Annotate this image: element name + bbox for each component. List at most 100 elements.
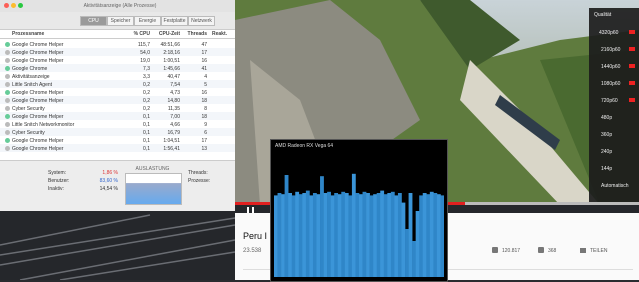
gpu-usage-bar: [412, 241, 416, 277]
tab[interactable]: Energie: [134, 16, 161, 26]
gpu-usage-bar: [398, 193, 402, 277]
process-cell[interactable]: Little Snitch Networkmonitor: [12, 122, 74, 128]
gpu-usage-bar: [278, 193, 282, 277]
quality-option[interactable]: 4320p60: [599, 30, 618, 36]
gpu-usage-bar: [306, 191, 310, 277]
like-count[interactable]: 120.817: [502, 248, 520, 254]
process-icon: [5, 58, 10, 63]
quality-option[interactable]: 360p: [601, 132, 612, 138]
gpu-usage-bar: [423, 193, 427, 277]
process-cell: 17: [177, 50, 207, 56]
gpu-graph: [274, 157, 444, 277]
quality-option[interactable]: 1440p60: [601, 64, 620, 70]
process-cell: 0,2: [120, 90, 150, 96]
menu-title: Qualität: [594, 12, 611, 18]
process-cell[interactable]: Little Snitch Agent: [12, 82, 52, 88]
gpu-usage-bar: [288, 193, 292, 277]
dislike-icon[interactable]: [538, 247, 544, 253]
share-icon[interactable]: [580, 248, 586, 253]
stat-value: 1,86 %: [88, 170, 118, 176]
process-icon: [5, 146, 10, 151]
column-header: Reakt.: [212, 31, 227, 37]
process-cell: 0,1: [120, 138, 150, 144]
gpu-usage-bar: [419, 195, 423, 277]
tab[interactable]: Netzwerk: [188, 16, 215, 26]
process-cell[interactable]: Google Chrome Helper: [12, 138, 63, 144]
tab[interactable]: CPU: [80, 16, 107, 26]
gpu-usage-bar: [355, 193, 359, 277]
gpu-usage-bar: [334, 193, 338, 277]
process-icon: [5, 114, 10, 119]
gpu-usage-bar: [359, 194, 363, 277]
quality-option[interactable]: 1080p60: [601, 81, 620, 87]
process-cell: 0,1: [120, 114, 150, 120]
gpu-usage-bar: [437, 194, 441, 277]
column-header: CPU-Zeit: [150, 31, 180, 37]
gpu-usage-bar: [274, 195, 278, 277]
quality-option[interactable]: 240p: [601, 149, 612, 155]
dislike-count[interactable]: 368: [548, 248, 556, 254]
process-cell[interactable]: Google Chrome Helper: [12, 98, 63, 104]
process-cell[interactable]: Google Chrome Helper: [12, 114, 63, 120]
window-button[interactable]: [11, 3, 16, 8]
like-icon[interactable]: [492, 247, 498, 253]
process-cell: 18: [177, 98, 207, 104]
gpu-usage-bar: [292, 195, 296, 277]
quality-option[interactable]: Automatisch: [601, 183, 629, 189]
window-button[interactable]: [4, 3, 9, 8]
process-cell[interactable]: Google Chrome Helper: [12, 42, 63, 48]
hd-badge: [629, 30, 635, 34]
quality-option[interactable]: 480p: [601, 115, 612, 121]
gpu-usage-bar: [327, 192, 331, 277]
process-cell: 4,66: [150, 122, 180, 128]
gpu-usage-bar: [341, 192, 345, 277]
gpu-usage-bar: [317, 194, 321, 277]
side-label: Prozesse:: [188, 178, 210, 184]
window-button[interactable]: [18, 3, 23, 8]
process-cell: 41: [177, 66, 207, 72]
process-cell[interactable]: Google Chrome Helper: [12, 50, 63, 56]
gpu-usage-bar: [440, 195, 444, 277]
gpu-usage-bar: [295, 192, 299, 277]
gpu-usage-bar: [338, 194, 342, 277]
process-cell: 17: [177, 138, 207, 144]
quality-option[interactable]: 2160p60: [601, 47, 620, 53]
gpu-usage-bar: [309, 195, 313, 277]
hd-badge: [629, 98, 635, 102]
hd-badge: [629, 64, 635, 68]
process-icon: [5, 90, 10, 95]
process-cell: 9: [177, 122, 207, 128]
gpu-usage-bar: [285, 175, 289, 277]
column-header: % CPU: [120, 31, 150, 37]
tab[interactable]: Festplatte: [161, 16, 188, 26]
process-cell: 5: [177, 82, 207, 88]
gpu-usage-bar: [384, 194, 388, 277]
process-cell[interactable]: Aktivitätsanzeige: [12, 74, 50, 80]
process-icon: [5, 130, 10, 135]
process-cell: 3,3: [120, 74, 150, 80]
gpu-title: AMD Radeon RX Vega 64: [275, 143, 333, 149]
tab[interactable]: Speicher: [107, 16, 134, 26]
gpu-usage-bar: [373, 194, 377, 277]
gpu-usage-bar: [433, 193, 437, 277]
share-label[interactable]: TEILEN: [590, 248, 608, 254]
view-count: 23.538: [243, 248, 261, 254]
process-cell[interactable]: Google Chrome: [12, 66, 47, 72]
process-cell[interactable]: Google Chrome Helper: [12, 90, 63, 96]
gpu-usage-bar: [426, 194, 430, 277]
process-cell: 54,0: [120, 50, 150, 56]
process-cell[interactable]: Google Chrome Helper: [12, 58, 63, 64]
quality-option[interactable]: 720p60: [601, 98, 618, 104]
process-cell[interactable]: Cyber Security: [12, 106, 45, 112]
stat-label: Benutzer:: [48, 178, 69, 184]
process-cell: 8: [177, 106, 207, 112]
gpu-usage-bar: [345, 193, 349, 277]
process-cell: 7,3: [120, 66, 150, 72]
process-cell[interactable]: Cyber Security: [12, 130, 45, 136]
process-cell[interactable]: Google Chrome Helper: [12, 146, 63, 152]
process-cell: 0,2: [120, 98, 150, 104]
gpu-usage-bar: [380, 191, 384, 277]
process-icon: [5, 50, 10, 55]
quality-option[interactable]: 144p: [601, 166, 612, 172]
